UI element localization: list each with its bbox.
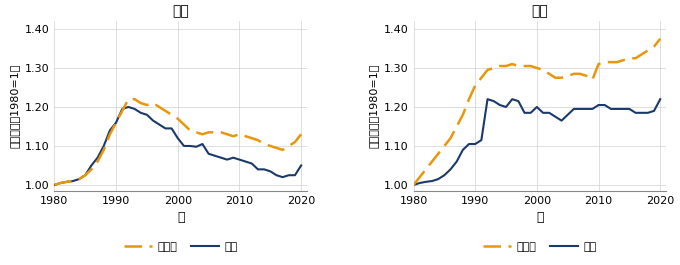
X-axis label: 年: 年 bbox=[177, 211, 184, 224]
Legend: 非大卒, 大卒: 非大卒, 大卒 bbox=[479, 238, 601, 257]
Y-axis label: 対数賃金（1980=1）: 対数賃金（1980=1） bbox=[10, 64, 19, 148]
Title: 男性: 男性 bbox=[173, 5, 189, 19]
Y-axis label: 対数賃金（1980=1）: 対数賃金（1980=1） bbox=[369, 64, 378, 148]
X-axis label: 年: 年 bbox=[537, 211, 544, 224]
Title: 女性: 女性 bbox=[532, 5, 548, 19]
Legend: 非大卒, 大卒: 非大卒, 大卒 bbox=[120, 238, 242, 257]
